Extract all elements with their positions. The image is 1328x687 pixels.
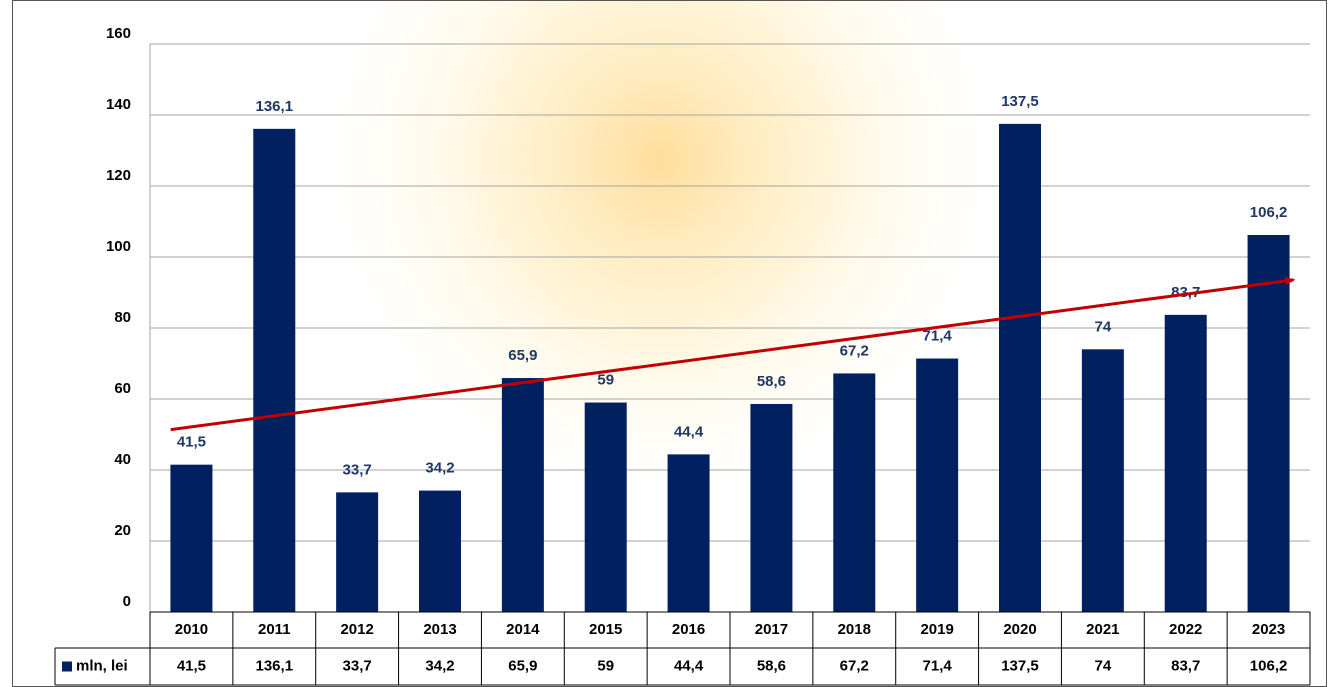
bar — [833, 373, 876, 612]
y-tick-label: 140 — [106, 96, 131, 113]
y-tick-label: 60 — [114, 380, 131, 397]
x-tick-label: 2018 — [838, 621, 871, 638]
table-value: 137,5 — [1001, 657, 1039, 674]
data-label: 74 — [1095, 318, 1112, 335]
x-tick-label: 2020 — [1003, 621, 1036, 638]
x-tick-label: 2019 — [920, 621, 953, 638]
x-tick-label: 2012 — [340, 621, 373, 638]
watermark — [330, 0, 990, 490]
bar — [667, 454, 710, 612]
bar — [419, 490, 461, 612]
x-tick-label: 2022 — [1169, 621, 1202, 638]
y-tick-label: 120 — [106, 167, 131, 184]
data-label: 58,6 — [757, 373, 786, 390]
table-value: 33,7 — [343, 657, 372, 674]
bar — [750, 403, 793, 612]
x-tick-label: 2015 — [589, 621, 622, 638]
table-value: 106,2 — [1250, 657, 1288, 674]
data-label: 59 — [597, 372, 614, 389]
x-tick-label: 2016 — [672, 621, 705, 638]
data-label: 71,4 — [923, 327, 953, 344]
bar — [1164, 314, 1207, 612]
table-value: 44,4 — [674, 657, 704, 674]
y-tick-label: 20 — [114, 522, 131, 539]
table-value: 67,2 — [840, 657, 869, 674]
bar — [253, 128, 296, 612]
data-label: 34,2 — [425, 460, 454, 477]
bar — [336, 492, 379, 612]
y-tick-label: 0 — [123, 593, 131, 610]
table-value: 136,1 — [256, 657, 294, 674]
x-tick-label: 2021 — [1086, 621, 1119, 638]
trend-arrow — [170, 276, 1296, 432]
table-value: 83,7 — [1171, 657, 1200, 674]
data-label: 106,2 — [1250, 204, 1288, 221]
x-tick-label: 2014 — [506, 621, 540, 638]
bar — [916, 358, 959, 612]
bar — [1247, 234, 1290, 613]
table-value: 71,4 — [923, 657, 953, 674]
bar — [1081, 349, 1124, 612]
table-value: 59 — [597, 657, 614, 674]
y-tick-label: 80 — [114, 309, 131, 326]
bar — [501, 378, 544, 612]
data-label: 67,2 — [840, 342, 869, 359]
data-label: 136,1 — [256, 98, 294, 115]
table-value: 58,6 — [757, 657, 786, 674]
bar — [584, 402, 627, 612]
table-value: 34,2 — [425, 657, 454, 674]
y-tick-label: 40 — [114, 451, 131, 468]
table-value: 41,5 — [177, 657, 206, 674]
y-tick-label: 100 — [106, 238, 131, 255]
x-tick-label: 2011 — [258, 621, 291, 638]
x-tick-label: 2017 — [755, 621, 788, 638]
data-label: 44,4 — [674, 423, 704, 440]
legend-swatch — [62, 661, 72, 672]
y-tick-label: 160 — [106, 25, 131, 42]
data-label: 41,5 — [177, 434, 206, 451]
data-label: 33,7 — [343, 461, 372, 478]
data-label: 65,9 — [508, 347, 537, 364]
bar — [999, 123, 1041, 612]
x-tick-label: 2023 — [1252, 621, 1285, 638]
bar — [170, 464, 213, 612]
x-tick-label: 2010 — [175, 621, 208, 638]
data-label: 137,5 — [1001, 93, 1039, 110]
table-value: 74 — [1095, 657, 1112, 674]
x-tick-label: 2013 — [423, 621, 456, 638]
legend-label: mln, lei — [76, 657, 128, 674]
table-value: 65,9 — [508, 657, 537, 674]
